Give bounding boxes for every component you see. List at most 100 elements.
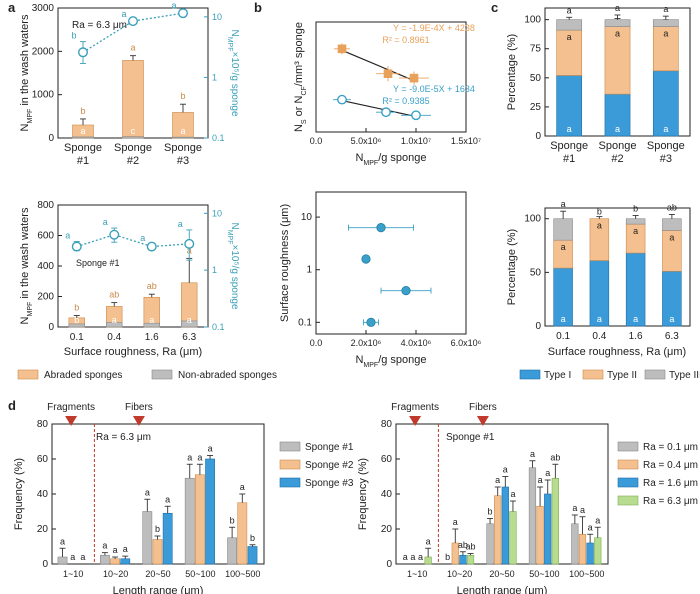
annotation-d-right: Sponge #1 <box>446 432 495 443</box>
x-tick-label-c_bottom: 1.6 <box>629 331 643 342</box>
y-tick-label-d_left: 60 <box>37 454 49 465</box>
y2-tick-label-a_bottom: 1 <box>212 265 217 275</box>
sig-letter: a <box>663 29 668 39</box>
x-axis-title-a: Surface roughness, Ra (μm) <box>64 346 202 358</box>
x-tick-label-d_left: 10~20 <box>103 569 128 579</box>
y2-axis-title-a_bottom: NMPF×10⁵/g sponge <box>227 222 241 309</box>
legend-label-abraded: Abraded sponges <box>44 370 122 381</box>
y-tick-label-c_top: 25 <box>530 102 542 113</box>
sig-letter: b <box>230 515 235 525</box>
x-tick-label-c_top: #2 <box>611 153 623 165</box>
x-tick-label-d_right: 100~500 <box>569 569 604 579</box>
sig-letter-abraded: b <box>74 303 79 313</box>
bar-non-abraded <box>72 136 94 139</box>
bar-d_right <box>578 533 587 565</box>
sig-letter: b <box>250 533 255 543</box>
y-tick-label-a_bottom: 0 <box>48 322 54 333</box>
x-tick-label-a_top: Sponge <box>64 142 102 154</box>
bar-d_right <box>536 505 544 565</box>
y-tick-label-a_bottom: 800 <box>37 200 54 211</box>
x-tick-label-a_bottom: 6.3 <box>182 332 196 343</box>
y-tick-label-d_right: 20 <box>381 524 393 535</box>
x-tick-label-a_top: Sponge <box>164 142 202 154</box>
y-tick-label-d_left: 80 <box>37 419 49 430</box>
sig-letter: a <box>113 545 118 555</box>
x-axis-title-d_right: Length range (μm) <box>457 585 548 594</box>
sig-letter-non-abraded: a <box>180 126 185 136</box>
sig-letter: a <box>418 552 423 562</box>
sig-letter: a <box>633 314 638 324</box>
sig-letter: a <box>187 452 192 462</box>
line-point <box>184 238 195 249</box>
line-series-a_bottom <box>76 234 190 248</box>
panel-label-c: c <box>491 0 498 15</box>
x-tick-label-d_right: 20~50 <box>489 569 514 579</box>
line-series-a_top <box>82 12 184 53</box>
x-axis-title-b-bottom: NMPF/g sponge <box>355 354 426 369</box>
x-tick-label-b-top: 1.5x10⁷ <box>451 136 481 146</box>
fit-r2: R² = 0.8961 <box>382 35 429 45</box>
marker-label: Fragments <box>391 402 439 413</box>
marker-label: Fragments <box>47 402 95 413</box>
plot-frame-c_bottom <box>544 207 691 327</box>
panel-label-d: d <box>8 398 16 413</box>
y-tick-label-a_bottom: 200 <box>37 292 54 303</box>
stacked-bar-segment <box>556 19 583 31</box>
x-tick-label-a_top: #1 <box>77 155 89 167</box>
sig-letter: a <box>588 522 593 532</box>
x-tick-label-a_bottom: 1.6 <box>145 332 159 343</box>
sig-letter: a <box>633 226 638 236</box>
y-tick-label-b-bottom: 0.1 <box>298 317 312 328</box>
legend-swatch-type-1 <box>519 369 541 380</box>
y-axis-title-b-bottom: Surface roughness (μm) <box>279 204 291 322</box>
bar-non-abraded <box>122 136 144 139</box>
sig-letter: a <box>403 552 408 562</box>
y-tick-label-d_left: 20 <box>37 524 49 535</box>
legend-swatch <box>279 477 301 488</box>
sig-letter: a <box>615 3 620 13</box>
marker-label: Fibers <box>469 402 497 413</box>
y-tick-label-d_left: 40 <box>37 489 49 500</box>
x-axis-title-b-top: NMPF/g sponge <box>355 152 426 167</box>
x-tick-label-c_top: #3 <box>660 153 672 165</box>
sig-letter: a <box>165 494 170 504</box>
y2-tick-label-a_bottom: 0.1 <box>212 322 225 332</box>
y-tick-label-d_right: 40 <box>381 489 393 500</box>
sig-letter: a <box>538 475 543 485</box>
stacked-bar-segment <box>556 75 583 137</box>
x-tick-label-a_bottom: 0.4 <box>107 332 121 343</box>
sig-letter-line: a <box>103 217 108 227</box>
sig-letter: a <box>545 468 550 478</box>
sig-letter-abraded: ab <box>147 281 157 291</box>
stacked-bar-segment <box>556 29 583 76</box>
x-tick-label-d_left: 100~500 <box>225 569 260 579</box>
data-point <box>376 223 386 233</box>
marker-triangle <box>409 416 422 426</box>
y2-tick-label-a_top: 1 <box>212 72 217 82</box>
bar-d_left <box>152 539 163 565</box>
sig-letter-line: a <box>171 1 176 11</box>
legend-label: Sponge #2 <box>305 460 354 471</box>
y2-tick-label-a_top: 10 <box>212 12 222 22</box>
plot-frame-b-top <box>315 21 467 133</box>
sig-letter-non-abraded: a <box>187 315 192 325</box>
bar-d_left <box>120 558 131 565</box>
y-axis-title-a_bottom: NMPF in the wash waters <box>19 207 34 324</box>
stacked-bar-segment <box>604 19 631 27</box>
marker-label: Fibers <box>125 402 153 413</box>
legend-label-non-abraded: Non-abraded sponges <box>178 370 277 381</box>
legend-swatch <box>617 495 639 506</box>
legend-swatch <box>617 477 639 488</box>
sig-letter: a <box>669 233 674 243</box>
data-point <box>361 254 371 264</box>
x-tick-label-b-bottom: 6.0x10⁶ <box>451 338 482 348</box>
bar-d_left <box>195 474 205 565</box>
x-tick-label-d_right: 50~100 <box>529 569 559 579</box>
x-tick-label-a_top: #3 <box>177 155 189 167</box>
marker-triangle <box>65 416 78 426</box>
data-point-ns <box>409 73 419 83</box>
line-point <box>71 241 82 252</box>
legend-label: Ra = 0.4 μm <box>643 460 698 471</box>
annotation-a-bottom: Sponge #1 <box>76 258 120 268</box>
y-tick-label-c_bottom: 50 <box>530 267 542 278</box>
